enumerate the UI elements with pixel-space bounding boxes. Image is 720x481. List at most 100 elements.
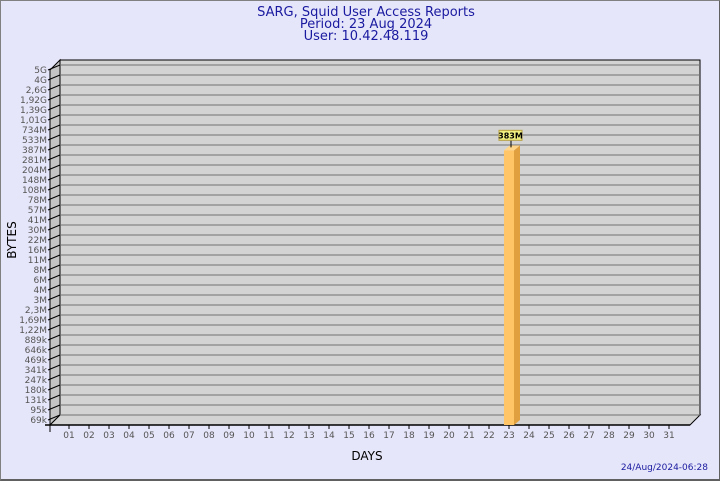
- y-tick-label: 57M: [28, 206, 47, 216]
- plot-left-wall: [49, 58, 61, 427]
- y-tick-label: 3M: [34, 296, 48, 306]
- plot-floor: [48, 414, 702, 426]
- x-tick-label: 06: [163, 431, 175, 441]
- y-tick: [47, 414, 61, 421]
- timestamp: 24/Aug/2024-06:28: [621, 463, 708, 473]
- y-tick-label: 16M: [28, 246, 47, 256]
- y-tick: [47, 184, 61, 191]
- y-tick-label: 41M: [28, 216, 47, 226]
- x-tick-label: 21: [463, 431, 474, 441]
- y-tick: [47, 244, 61, 251]
- plot-back-wall: [59, 59, 701, 416]
- y-tick: [47, 334, 61, 341]
- x-tick-label: 25: [543, 431, 554, 441]
- y-tick-label: 2,3M: [25, 306, 47, 316]
- y-tick-label: 22M: [28, 236, 47, 246]
- x-tick-label: 18: [403, 431, 415, 441]
- y-tick: [47, 164, 61, 171]
- x-tick-label: 13: [303, 431, 314, 441]
- y-tick-label: 1,92G: [20, 96, 47, 106]
- y-tick-label: 6M: [34, 276, 48, 286]
- y-tick: [47, 374, 61, 381]
- y-axis-label: BYTES: [5, 221, 19, 258]
- x-tick-label: 11: [263, 431, 274, 441]
- y-tick-label: 1,39G: [20, 106, 47, 116]
- y-tick: [47, 84, 61, 91]
- y-tick: [47, 364, 61, 371]
- y-tick-label: 281M: [22, 156, 47, 166]
- y-tick-label: 734M: [22, 126, 47, 136]
- y-tick: [47, 144, 61, 151]
- x-tick-label: 08: [203, 431, 215, 441]
- x-tick-label: 23: [503, 431, 514, 441]
- y-tick-label: 1,22M: [19, 326, 47, 336]
- y-tick: [47, 154, 61, 161]
- y-tick: [47, 284, 61, 291]
- y-tick-label: 646k: [25, 346, 48, 356]
- y-tick-label: 8M: [34, 266, 48, 276]
- bar-top: [504, 145, 520, 151]
- x-tick-label: 26: [563, 431, 575, 441]
- y-tick-label: 180k: [25, 386, 48, 396]
- y-tick: [47, 254, 61, 261]
- y-tick: [47, 304, 61, 311]
- y-tick: [47, 134, 61, 141]
- y-tick-label: 131k: [25, 396, 48, 406]
- x-tick-label: 31: [663, 431, 674, 441]
- y-tick-label: 78M: [28, 196, 47, 206]
- y-tick: [47, 224, 61, 231]
- y-tick: [47, 104, 61, 111]
- x-tick-label: 16: [363, 431, 375, 441]
- x-tick-label: 20: [443, 431, 455, 441]
- y-tick-label: 341k: [25, 366, 48, 376]
- y-tick-label: 1,01G: [20, 116, 47, 126]
- chart-user: User: 10.42.48.119: [304, 29, 429, 44]
- x-tick-label: 07: [183, 431, 194, 441]
- y-tick-label: 247k: [25, 376, 48, 386]
- x-tick-label: 03: [103, 431, 114, 441]
- x-tick-label: 05: [143, 431, 154, 441]
- x-tick-label: 01: [63, 431, 74, 441]
- y-tick-label: 2,6G: [26, 86, 47, 96]
- y-tick: [47, 214, 61, 221]
- y-tick: [47, 94, 61, 101]
- y-tick-label: 69k: [30, 416, 47, 426]
- y-tick-label: 1,69M: [19, 316, 47, 326]
- chart-period: Period: 23 Aug 2024: [300, 17, 432, 32]
- chart-title: SARG, Squid User Access Reports: [257, 5, 475, 20]
- data-label-box: [498, 129, 523, 141]
- y-tick-label: 204M: [22, 166, 47, 176]
- x-tick-label: 09: [223, 431, 235, 441]
- y-tick: [47, 234, 61, 241]
- x-tick-label: 04: [123, 431, 135, 441]
- x-tick-label: 15: [343, 431, 354, 441]
- y-tick: [47, 114, 61, 121]
- y-tick: [47, 314, 61, 321]
- y-tick-label: 4M: [34, 286, 48, 296]
- y-tick: [47, 384, 61, 391]
- y-tick-label: 889k: [25, 336, 48, 346]
- y-tick: [47, 294, 61, 301]
- y-tick: [47, 124, 61, 131]
- x-axis-label: DAYS: [351, 449, 382, 463]
- y-tick: [47, 264, 61, 271]
- x-tick-label: 29: [623, 431, 635, 441]
- y-tick: [47, 404, 61, 411]
- y-tick: [47, 274, 61, 281]
- x-tick-label: 22: [483, 431, 494, 441]
- y-tick-label: 95k: [30, 406, 47, 416]
- y-tick: [47, 194, 61, 201]
- bar-side: [514, 145, 520, 426]
- y-tick-label: 533M: [22, 136, 47, 146]
- y-tick-label: 30M: [28, 226, 47, 236]
- y-tick: [47, 354, 61, 361]
- y-tick: [47, 174, 61, 181]
- y-tick: [47, 64, 61, 71]
- data-label: 383M: [498, 131, 523, 140]
- y-tick-label: 469k: [25, 356, 48, 366]
- y-tick: [47, 74, 61, 81]
- y-tick: [47, 204, 61, 211]
- x-tick-label: 24: [523, 431, 535, 441]
- x-tick-label: 14: [323, 431, 335, 441]
